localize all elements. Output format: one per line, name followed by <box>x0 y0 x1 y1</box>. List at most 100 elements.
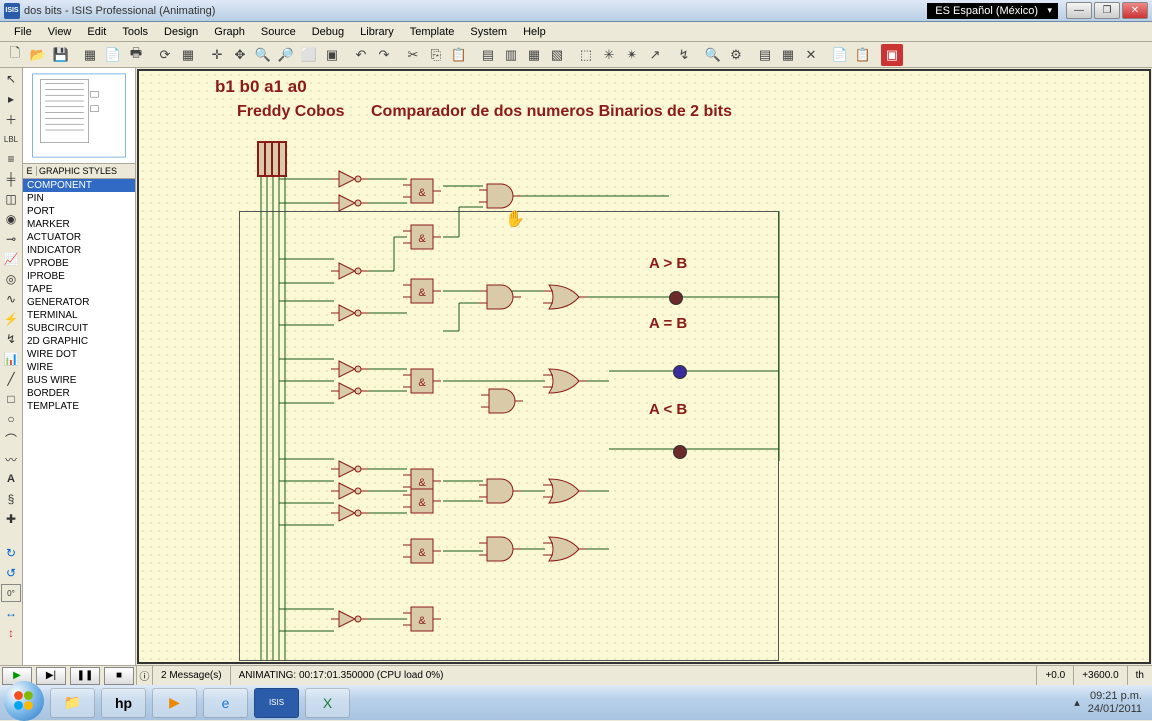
list-item[interactable]: INDICATOR <box>23 244 135 257</box>
close-button[interactable]: ✕ <box>1122 2 1148 19</box>
packaging-icon[interactable]: ✴ <box>621 44 643 66</box>
list-item[interactable]: 2D GRAPHIC <box>23 335 135 348</box>
text-tool-icon[interactable]: A <box>2 470 20 488</box>
grid-icon[interactable]: ▦ <box>177 44 199 66</box>
component-tool-icon[interactable]: ▸ <box>2 90 20 108</box>
minimize-button[interactable]: ― <box>1066 2 1092 19</box>
circle-tool-icon[interactable]: ○ <box>2 410 20 428</box>
menu-design[interactable]: Design <box>156 24 206 40</box>
menu-view[interactable]: View <box>40 24 80 40</box>
terminal-tool-icon[interactable]: ◉ <box>2 210 20 228</box>
save-icon[interactable]: 💾 <box>50 44 72 66</box>
print-area-icon[interactable]: ▦ <box>79 44 101 66</box>
new-icon[interactable]: 🗋 <box>4 44 26 66</box>
block-copy-icon[interactable]: ▤ <box>477 44 499 66</box>
list-item[interactable]: TERMINAL <box>23 309 135 322</box>
step-button[interactable]: ▶| <box>36 667 66 685</box>
language-selector[interactable]: ES Español (México) <box>927 3 1058 19</box>
junction-tool-icon[interactable]: ＋ <box>2 110 20 128</box>
list-item[interactable]: COMPONENT <box>23 179 135 192</box>
path-tool-icon[interactable]: 〰 <box>2 450 20 468</box>
list-item[interactable]: MARKER <box>23 218 135 231</box>
arc-tool-icon[interactable]: ⌒ <box>2 430 20 448</box>
device-pin-tool-icon[interactable]: ⊸ <box>2 230 20 248</box>
pause-button[interactable]: ❚❚ <box>70 667 100 685</box>
list-item[interactable]: WIRE DOT <box>23 348 135 361</box>
graph-tool-icon[interactable]: 📈 <box>2 250 20 268</box>
ares-link-icon[interactable]: ▣ <box>881 44 903 66</box>
ares-icon[interactable]: 📋 <box>852 44 874 66</box>
rotation-angle[interactable]: 0° <box>1 584 21 602</box>
task-isis-icon[interactable]: ISIS <box>254 688 299 718</box>
zoom-area-icon[interactable]: ▣ <box>321 44 343 66</box>
paste-icon[interactable]: 📋 <box>448 44 470 66</box>
menu-library[interactable]: Library <box>352 24 402 40</box>
refresh-icon[interactable]: ⟳ <box>154 44 176 66</box>
bus-tool-icon[interactable]: ╪ <box>2 170 20 188</box>
erc-icon[interactable]: ▦ <box>777 44 799 66</box>
task-hp-icon[interactable]: hp <box>101 688 146 718</box>
menu-help[interactable]: Help <box>515 24 554 40</box>
rotate-ccw-icon[interactable]: ↺ <box>2 564 20 582</box>
task-media-icon[interactable]: ▶ <box>152 688 197 718</box>
sheet-icon[interactable]: 📄 <box>102 44 124 66</box>
list-item[interactable]: TEMPLATE <box>23 400 135 413</box>
block-delete-icon[interactable]: ▧ <box>546 44 568 66</box>
wire-label-tool-icon[interactable]: LBL <box>2 130 20 148</box>
probe-eq[interactable] <box>673 365 687 379</box>
probe-gt[interactable] <box>669 291 683 305</box>
search-icon[interactable]: 🔍 <box>702 44 724 66</box>
current-probe-tool-icon[interactable]: ↯ <box>2 330 20 348</box>
netlist-ares-icon[interactable]: ✕ <box>800 44 822 66</box>
instrument-tool-icon[interactable]: 📊 <box>2 350 20 368</box>
selection-tool-icon[interactable]: ↖ <box>2 70 20 88</box>
list-item[interactable]: TAPE <box>23 283 135 296</box>
copy-icon[interactable]: ⎘ <box>425 44 447 66</box>
category-list[interactable]: COMPONENTPINPORTMARKERACTUATORINDICATORV… <box>23 179 135 665</box>
property-icon[interactable]: ⚙ <box>725 44 747 66</box>
decompose-icon[interactable]: ↗ <box>644 44 666 66</box>
tray-up-icon[interactable]: ▴ <box>1074 696 1080 709</box>
category-expand-button[interactable]: E <box>23 166 37 176</box>
dip-switch[interactable] <box>257 141 287 177</box>
messages-count[interactable]: 2 Message(s) <box>152 666 230 685</box>
task-excel-icon[interactable]: X <box>305 688 350 718</box>
pan-icon[interactable]: ✥ <box>229 44 251 66</box>
list-item[interactable]: PIN <box>23 192 135 205</box>
list-item[interactable]: BORDER <box>23 387 135 400</box>
overview-preview[interactable] <box>23 68 135 164</box>
netlist-icon[interactable]: ▤ <box>754 44 776 66</box>
make-device-icon[interactable]: ✳ <box>598 44 620 66</box>
maximize-button[interactable]: ❐ <box>1094 2 1120 19</box>
voltage-probe-tool-icon[interactable]: ⚡ <box>2 310 20 328</box>
marker-tool-icon[interactable]: ✚ <box>2 510 20 528</box>
menu-system[interactable]: System <box>462 24 515 40</box>
mirror-v-icon[interactable]: ↕ <box>2 624 20 642</box>
zoom-in-icon[interactable]: 🔍 <box>252 44 274 66</box>
bom-icon[interactable]: 📄 <box>829 44 851 66</box>
menu-source[interactable]: Source <box>253 24 304 40</box>
wire-autoroute-icon[interactable]: ↯ <box>673 44 695 66</box>
list-item[interactable]: ACTUATOR <box>23 231 135 244</box>
task-explorer-icon[interactable]: 📁 <box>50 688 95 718</box>
list-item[interactable]: PORT <box>23 205 135 218</box>
zoom-out-icon[interactable]: 🔎 <box>275 44 297 66</box>
subcircuit-tool-icon[interactable]: ◫ <box>2 190 20 208</box>
schematic-canvas[interactable]: b1 b0 a1 a0 Freddy Cobos Comparador de d… <box>137 69 1151 664</box>
redo-icon[interactable]: ↷ <box>373 44 395 66</box>
zoom-all-icon[interactable]: ⬜ <box>298 44 320 66</box>
tape-tool-icon[interactable]: ◎ <box>2 270 20 288</box>
menu-graph[interactable]: Graph <box>206 24 253 40</box>
symbol-tool-icon[interactable]: § <box>2 490 20 508</box>
stop-button[interactable]: ■ <box>104 667 134 685</box>
list-item[interactable]: WIRE <box>23 361 135 374</box>
menu-debug[interactable]: Debug <box>304 24 352 40</box>
task-ie-icon[interactable]: e <box>203 688 248 718</box>
probe-lt[interactable] <box>673 445 687 459</box>
mirror-h-icon[interactable]: ↔ <box>2 604 20 622</box>
menu-tools[interactable]: Tools <box>114 24 156 40</box>
open-icon[interactable]: 📂 <box>27 44 49 66</box>
list-item[interactable]: IPROBE <box>23 270 135 283</box>
text-script-tool-icon[interactable]: ≡ <box>2 150 20 168</box>
rotate-cw-icon[interactable]: ↻ <box>2 544 20 562</box>
